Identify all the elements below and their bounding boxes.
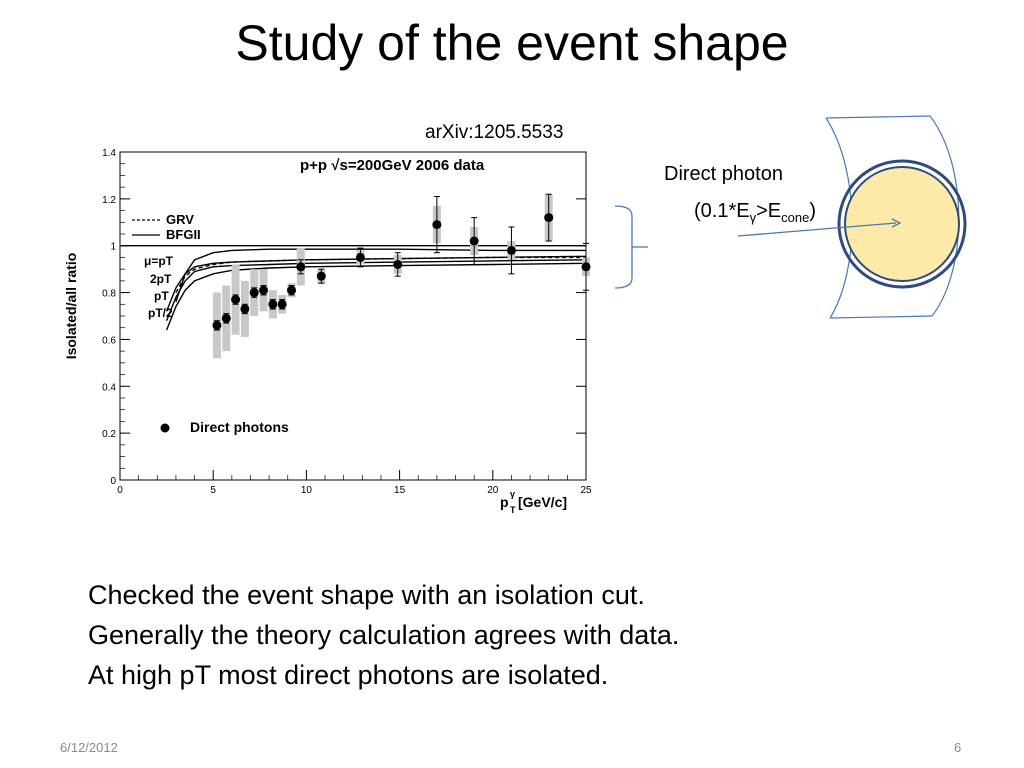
legend-marker [160, 423, 170, 433]
data-point [393, 259, 403, 269]
legend-label: BFGII [166, 227, 201, 242]
data-point [469, 236, 479, 246]
y-tick-label: 0.8 [102, 289, 116, 300]
y-tick-label: 1.2 [102, 195, 116, 206]
x-axis-label-sub: T [510, 505, 516, 515]
theory-curve [165, 255, 587, 312]
legend-marker-label: Direct photons [190, 419, 289, 435]
data-point [231, 295, 241, 305]
y-tick-label: 0.2 [102, 429, 116, 440]
y-tick-label: 1.4 [102, 148, 116, 159]
isolation-condition: (0.1*Eγ>Econe) [694, 200, 816, 225]
isolation-cone-outer [837, 159, 967, 289]
data-point [544, 213, 554, 223]
isolation-cone [844, 166, 960, 282]
detector-bottom-edge [829, 315, 933, 319]
ratio-chart: 0 0.2 0.4 0.6 0.8 1 1.2 1.4 0 5 10 15 20 25 Isolated/a… [63, 148, 592, 515]
y-tick-label: 1 [110, 242, 116, 253]
x-tick-label: 5 [210, 485, 216, 496]
detector-top-edge [825, 115, 931, 119]
condition-open: (0.1*E [694, 200, 750, 222]
bullet-line: Checked the event shape with an isolatio… [88, 580, 645, 610]
data-point [432, 220, 442, 230]
arxiv-reference: arXiv:1205.5533 [425, 122, 564, 143]
data-point [212, 320, 222, 330]
x-axis-label-unit: [GeV/c] [518, 494, 567, 510]
bullet-line: Generally the theory calculation agrees … [88, 620, 680, 650]
y-axis-label: Isolated/all ratio [63, 253, 79, 360]
diagram-bracket [614, 205, 633, 289]
condition-close: ) [809, 200, 816, 222]
y-tick-label: 0 [110, 476, 116, 487]
data-point [240, 304, 250, 314]
y-tick-label: 0.6 [102, 335, 116, 346]
scale-label: 2pT [150, 272, 172, 286]
condition-mid: >E [756, 200, 782, 222]
photon-track [737, 222, 897, 237]
x-tick-label: 25 [580, 485, 592, 496]
scale-label: μ=pT [144, 254, 174, 268]
data-point [296, 262, 306, 272]
slide-title: Study of the event shape [235, 15, 789, 71]
x-tick-label: 20 [487, 485, 499, 496]
data-point [249, 288, 259, 298]
legend-label: GRV [166, 212, 194, 227]
data-point [316, 271, 326, 281]
condition-sub-cone: cone [781, 210, 810, 225]
direct-photon-label: Direct photon [664, 163, 783, 185]
x-axis-label: p [500, 494, 509, 510]
footer-page-number: 6 [954, 740, 962, 755]
data-point [506, 245, 516, 255]
data-point [277, 299, 287, 309]
bullet-line: At high pT most direct photons are isola… [88, 660, 609, 690]
footer-date: 6/12/2012 [60, 740, 118, 755]
scale-label: pT [154, 289, 169, 303]
bullet-list: Checked the event shape with an isolatio… [88, 575, 679, 695]
photon-cone-diagram [614, 115, 967, 319]
data-point [286, 285, 296, 295]
condition-sub-gamma: γ [749, 210, 757, 225]
chart-title: p+p √s=200GeV 2006 data [300, 157, 485, 174]
data-point [355, 252, 365, 262]
x-tick-label: 10 [301, 485, 313, 496]
data-point [581, 262, 591, 272]
data-point [268, 299, 278, 309]
x-tick-label: 0 [117, 485, 123, 496]
data-point [259, 285, 269, 295]
x-tick-label: 15 [394, 485, 406, 496]
photon-arrow-head [891, 218, 902, 228]
chart-plot-area: 0 0.2 0.4 0.6 0.8 1 1.2 1.4 0 5 10 15 20 25 Isolated/a… [63, 148, 592, 515]
data-point [221, 313, 231, 323]
y-tick-label: 0.4 [102, 382, 116, 393]
x-axis-label-sup: γ [510, 489, 515, 499]
theory-curve [175, 248, 586, 303]
